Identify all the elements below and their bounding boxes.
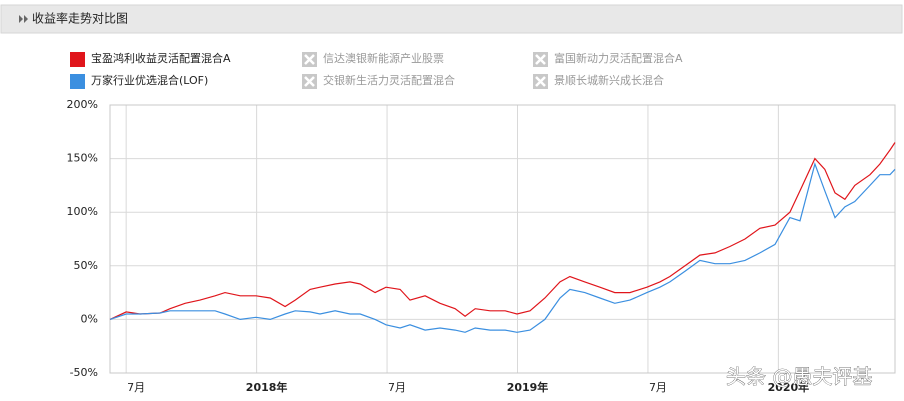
header-icon bbox=[19, 15, 28, 23]
y-tick-label: -50% bbox=[70, 366, 98, 379]
y-tick-label: 200% bbox=[67, 98, 98, 111]
legend-swatch[interactable] bbox=[70, 74, 85, 89]
legend-disabled-x[interactable] bbox=[535, 54, 546, 65]
watermark: 头条 @愚夫评基 bbox=[726, 365, 872, 389]
y-tick-label: 50% bbox=[74, 259, 98, 272]
x-tick-label: 7月 bbox=[388, 381, 406, 394]
header-title: 收益率走势对比图 bbox=[32, 11, 128, 26]
plot-frame bbox=[109, 104, 896, 374]
legend-swatch[interactable] bbox=[70, 52, 85, 67]
x-tick-label: 7月 bbox=[127, 381, 145, 394]
y-tick-label: 150% bbox=[67, 152, 98, 165]
x-tick-label: 2018年 bbox=[246, 380, 288, 394]
header-bar bbox=[0, 4, 903, 34]
legend-label-inactive[interactable]: 富国新动力灵活配置混合A bbox=[554, 51, 683, 65]
x-tick-label: 2020年 bbox=[768, 380, 810, 394]
y-tick-label: 100% bbox=[67, 205, 98, 218]
legend-label-inactive[interactable]: 景顺长城新兴成长混合 bbox=[554, 73, 664, 87]
plot: -50% 0% 50% 100% 150% 200% 7月 2018年 7月 2019年 7月 202… bbox=[67, 98, 896, 394]
legend-disabled-x[interactable] bbox=[304, 54, 315, 65]
legend-label[interactable]: 万家行业优选混合(LOF) bbox=[91, 73, 208, 87]
legend-label-inactive[interactable]: 交银新生活力灵活配置混合 bbox=[323, 73, 455, 87]
x-tick-label: 2019年 bbox=[507, 380, 549, 394]
legend-disabled-x[interactable] bbox=[304, 76, 315, 87]
legend: 宝盈鸿利收益灵活配置混合A 万家行业优选混合(LOF) 信达澳银新能源产业股票交银新… bbox=[70, 51, 683, 89]
legend-label[interactable]: 宝盈鸿利收益灵活配置混合A bbox=[91, 51, 231, 65]
series-line bbox=[109, 162, 896, 333]
x-tick-label: 7月 bbox=[649, 381, 667, 394]
legend-label-inactive[interactable]: 信达澳银新能源产业股票 bbox=[323, 51, 444, 65]
legend-disabled-x[interactable] bbox=[535, 76, 546, 87]
y-tick-label: 0% bbox=[81, 312, 98, 325]
series-line bbox=[109, 142, 896, 320]
